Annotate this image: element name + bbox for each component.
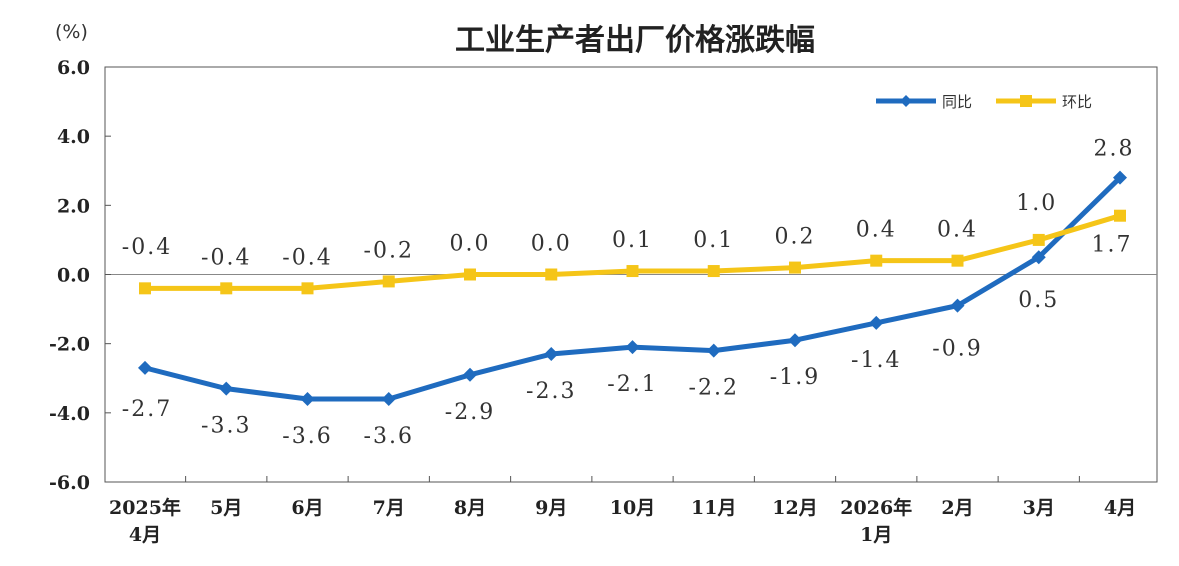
- data-label-yoy: -1.9: [770, 365, 820, 390]
- data-label-mom: 0.4: [856, 218, 897, 243]
- series-0-point: [950, 298, 965, 313]
- data-label-yoy: -3.6: [364, 424, 414, 449]
- series-1-point: [1114, 209, 1126, 222]
- y-unit-label: (%): [55, 21, 88, 43]
- data-label-mom: 0.1: [612, 228, 653, 253]
- series-0-point: [706, 343, 721, 358]
- x-tick-label: 5月: [210, 497, 242, 519]
- series-0-point: [544, 347, 559, 362]
- series-0-point: [300, 392, 315, 406]
- data-label-mom: 0.4: [937, 218, 978, 243]
- x-tick-label: 2月: [941, 497, 973, 519]
- data-label-mom: 0.1: [693, 228, 734, 253]
- data-label-mom: -0.4: [282, 245, 332, 270]
- data-label-yoy: -2.1: [607, 372, 657, 397]
- chart-title: 工业生产者出厂价格涨跌幅: [455, 23, 815, 58]
- data-label-mom: 0.2: [775, 225, 816, 250]
- y-tick-label: 4.0: [57, 126, 90, 148]
- data-label-mom: 0.0: [531, 232, 572, 257]
- series-layer: [138, 170, 1127, 406]
- data-label-yoy: -3.3: [201, 414, 251, 439]
- series-1-point: [464, 268, 476, 281]
- data-label-yoy: -2.9: [445, 400, 495, 425]
- x-tick-label: 1月: [860, 524, 892, 546]
- data-label-mom: -0.2: [364, 238, 414, 263]
- series-0-point: [1113, 170, 1127, 185]
- data-label-mom: 1.7: [1092, 233, 1133, 258]
- x-tick-label: 4月: [1104, 497, 1136, 519]
- x-tick-label: 3月: [1023, 497, 1055, 519]
- x-tick-label: 11月: [691, 497, 736, 519]
- y-tick-label: -6.0: [49, 472, 90, 494]
- y-tick-label: 6.0: [57, 57, 90, 79]
- x-tick-label: 6月: [291, 497, 323, 519]
- x-tick-label: 7月: [373, 497, 405, 519]
- legend-swatch-marker: [900, 95, 912, 107]
- y-tick-label: 2.0: [57, 195, 90, 217]
- data-label-mom: 1.0: [1016, 191, 1057, 216]
- data-labels-layer: -2.7 -3.3 -3.6 -3.6 -2.9 -2.3 -2.1 -2.2 -1.9 -1.4…: [122, 137, 1135, 449]
- series-0-point: [381, 392, 396, 406]
- data-label-yoy: -2.7: [122, 397, 172, 422]
- series-0-point: [463, 367, 477, 382]
- legend: 同比 环比: [876, 93, 1092, 111]
- data-label-mom: 0.0: [450, 232, 491, 257]
- data-label-yoy: -3.6: [282, 424, 332, 449]
- y-tick-label: -2.0: [49, 334, 90, 356]
- x-tick-label: 4月: [129, 524, 161, 546]
- series-1-point: [382, 275, 395, 288]
- data-label-yoy: -1.4: [851, 348, 901, 373]
- series-1-point: [951, 254, 964, 267]
- y-tick-label: -4.0: [49, 403, 90, 425]
- series-0-point: [1031, 250, 1046, 265]
- legend-swatch-marker: [1020, 95, 1032, 107]
- series-1-point: [789, 261, 801, 274]
- legend-entry-label: 同比: [942, 93, 972, 111]
- x-tick-label: 12月: [772, 497, 817, 519]
- series-1-point: [870, 254, 883, 267]
- series-0-point: [788, 333, 802, 348]
- data-label-yoy: 2.8: [1094, 137, 1135, 162]
- data-label-yoy: -2.3: [526, 379, 576, 404]
- series-1-point: [301, 282, 314, 295]
- series-1-point: [545, 268, 558, 281]
- x-tick-label: 10月: [610, 497, 655, 519]
- x-tick-label: 8月: [454, 497, 486, 519]
- data-label-mom: -0.4: [201, 245, 251, 270]
- series-1-point: [626, 265, 639, 278]
- x-tick-label: 2025年: [109, 496, 181, 519]
- series-0-point: [219, 381, 234, 396]
- series-1-point: [139, 282, 151, 295]
- series-0-point: [869, 315, 884, 330]
- series-0-point: [625, 340, 640, 355]
- series-1-point: [220, 282, 233, 295]
- series-1-point: [1032, 233, 1045, 246]
- x-tick-label: 2026年: [840, 496, 912, 519]
- axes-layer: 6.0 4.0 2.0 0.0 -2.0 -4.0 -6.0 2025年 4月 5月 6月 7月 8月 9…: [49, 57, 1157, 546]
- x-tick-label: 9月: [535, 497, 567, 519]
- series-0-point: [138, 360, 152, 375]
- data-label-yoy: 0.5: [1018, 288, 1059, 313]
- data-label-yoy: -0.9: [932, 337, 982, 362]
- data-label-yoy: -2.2: [689, 376, 739, 401]
- y-tick-label: 0.0: [57, 265, 90, 287]
- legend-entry-label: 环比: [1062, 93, 1092, 111]
- data-label-mom: -0.4: [122, 235, 172, 260]
- series-1-point: [707, 265, 720, 278]
